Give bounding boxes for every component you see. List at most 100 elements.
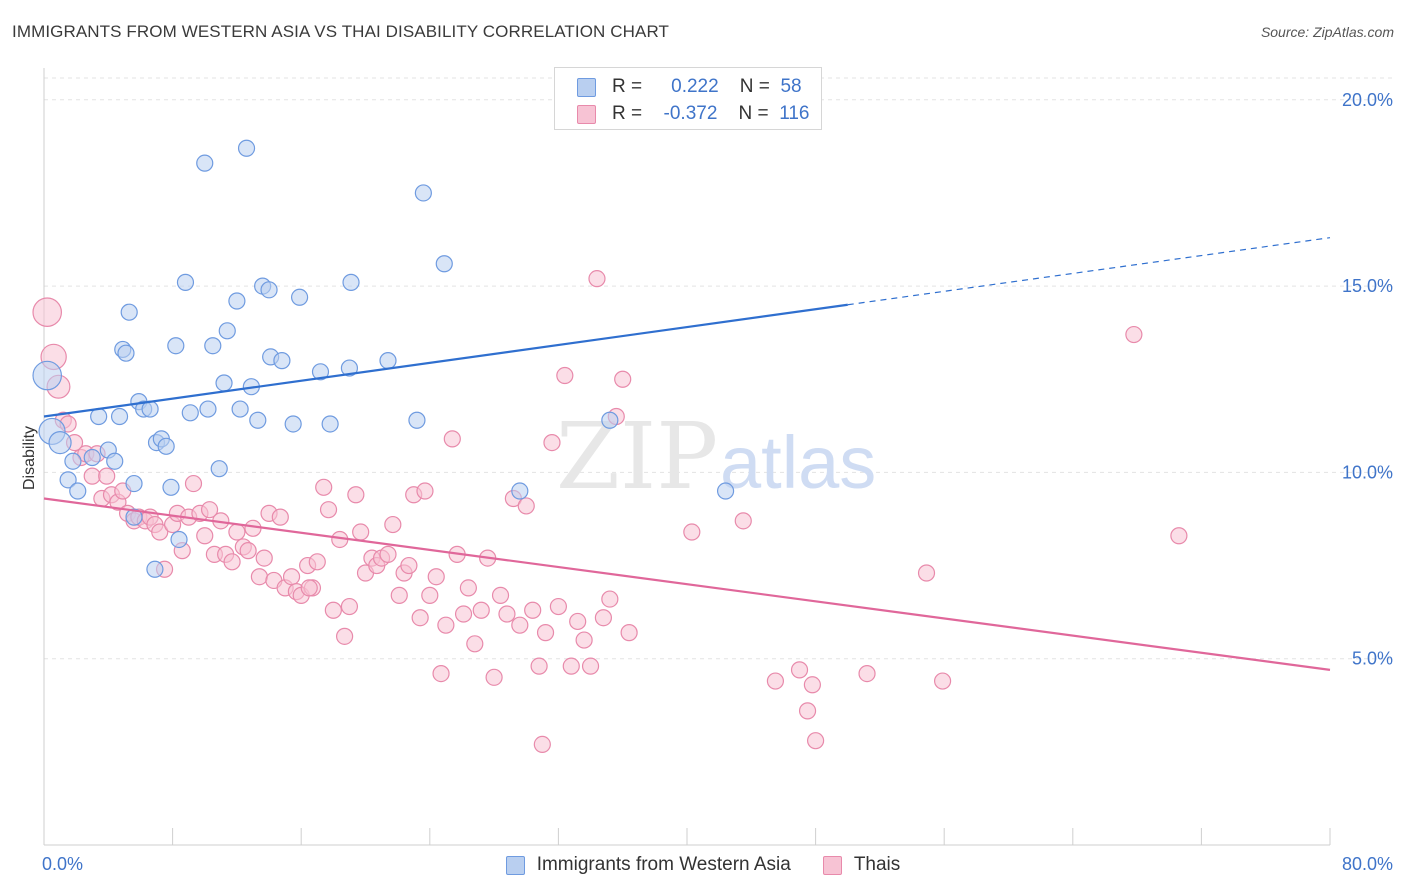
data-point [411, 609, 429, 627]
legend-n-value: 58 [780, 76, 802, 97]
data-point [766, 672, 785, 690]
legend-item-thais[interactable]: Thais [822, 854, 901, 876]
data-point [48, 430, 72, 455]
legend-r-value: -0.372 [663, 103, 718, 124]
y-axis-label: Disability [21, 426, 38, 490]
legend-r-label: R = [612, 76, 643, 97]
data-point [170, 530, 188, 549]
data-point [284, 415, 302, 433]
data-point [601, 411, 619, 429]
legend-item-western-asia[interactable]: Immigrants from Western Asia [505, 854, 791, 876]
trend-line-western-asia-projection [847, 237, 1331, 306]
data-point [273, 352, 291, 370]
data-point [614, 370, 632, 388]
legend-swatch-blue [505, 855, 525, 875]
data-point [249, 411, 267, 429]
data-point [443, 430, 461, 448]
data-point [90, 407, 108, 426]
data-point [120, 303, 138, 321]
data-point [125, 508, 143, 526]
data-point [83, 448, 101, 467]
data-point [408, 411, 426, 429]
data-point [196, 154, 214, 172]
data-point [319, 501, 338, 519]
legend-swatch-blue [577, 77, 596, 97]
data-point [556, 366, 574, 385]
series-legend: Immigrants from Western Asia Thais [0, 852, 1406, 878]
data-point [199, 400, 217, 418]
data-point [517, 497, 535, 515]
data-point [1170, 527, 1188, 545]
data-point [734, 512, 752, 530]
data-point [69, 482, 87, 500]
data-point [342, 273, 360, 291]
data-point [255, 549, 273, 567]
data-point [59, 471, 77, 489]
data-point [176, 273, 195, 291]
data-point [260, 281, 278, 299]
data-point [562, 657, 580, 675]
watermark-zip: ZIP [556, 403, 718, 510]
data-point [181, 404, 199, 422]
data-point [250, 568, 269, 586]
y-tick-label: 5.0% [1352, 649, 1393, 669]
legend-r-label: R = [612, 103, 643, 124]
data-point [184, 474, 203, 493]
data-point [200, 501, 219, 519]
trend-line-western-asia [43, 303, 848, 418]
grid-lines [44, 77, 1392, 660]
data-point [244, 519, 262, 537]
data-point [315, 478, 333, 496]
data-point [435, 255, 453, 273]
data-point [379, 352, 397, 370]
data-point [806, 732, 825, 750]
data-point [290, 288, 309, 306]
data-point [575, 631, 593, 649]
data-point [215, 374, 233, 392]
data-point [157, 437, 175, 455]
data-point [340, 359, 359, 377]
legend-label-thais: Thais [853, 854, 901, 875]
data-point [421, 586, 439, 604]
western-asia-points [32, 139, 735, 578]
data-point [300, 579, 318, 597]
data-point [282, 568, 301, 586]
data-point [569, 612, 587, 631]
data-point [432, 665, 450, 683]
y-tick-label: 20.0% [1342, 90, 1393, 110]
data-point [32, 360, 63, 391]
data-point [98, 467, 116, 485]
data-point [1125, 325, 1143, 344]
watermark-atlas: atlas [720, 421, 876, 504]
correlation-legend: R = 0.222 N = 58 R = -0.372 N = 116 [554, 67, 822, 130]
data-point [427, 568, 445, 586]
data-point [117, 344, 135, 362]
data-point [336, 627, 354, 645]
data-point [228, 292, 246, 310]
data-point [237, 139, 256, 157]
data-point [151, 523, 169, 541]
data-point [524, 601, 542, 619]
data-point [271, 508, 289, 526]
data-point [340, 597, 359, 616]
chart-source: Source: ZipAtlas.com [1260, 24, 1394, 40]
data-point [324, 601, 342, 619]
trend-line-thais [43, 497, 1331, 671]
data-point [64, 452, 82, 470]
data-point [485, 668, 503, 686]
data-point [231, 400, 249, 418]
data-point [437, 616, 455, 634]
data-point [311, 363, 330, 381]
data-point [379, 545, 397, 563]
data-point [498, 605, 516, 623]
data-point [581, 657, 600, 675]
data-point [601, 590, 619, 608]
data-point [533, 735, 551, 753]
data-point [917, 564, 936, 582]
zipatlas-watermark: ZIP atlas [556, 403, 876, 510]
data-point [228, 523, 246, 541]
data-point [530, 657, 548, 675]
data-point [196, 527, 214, 545]
data-point [454, 605, 473, 623]
